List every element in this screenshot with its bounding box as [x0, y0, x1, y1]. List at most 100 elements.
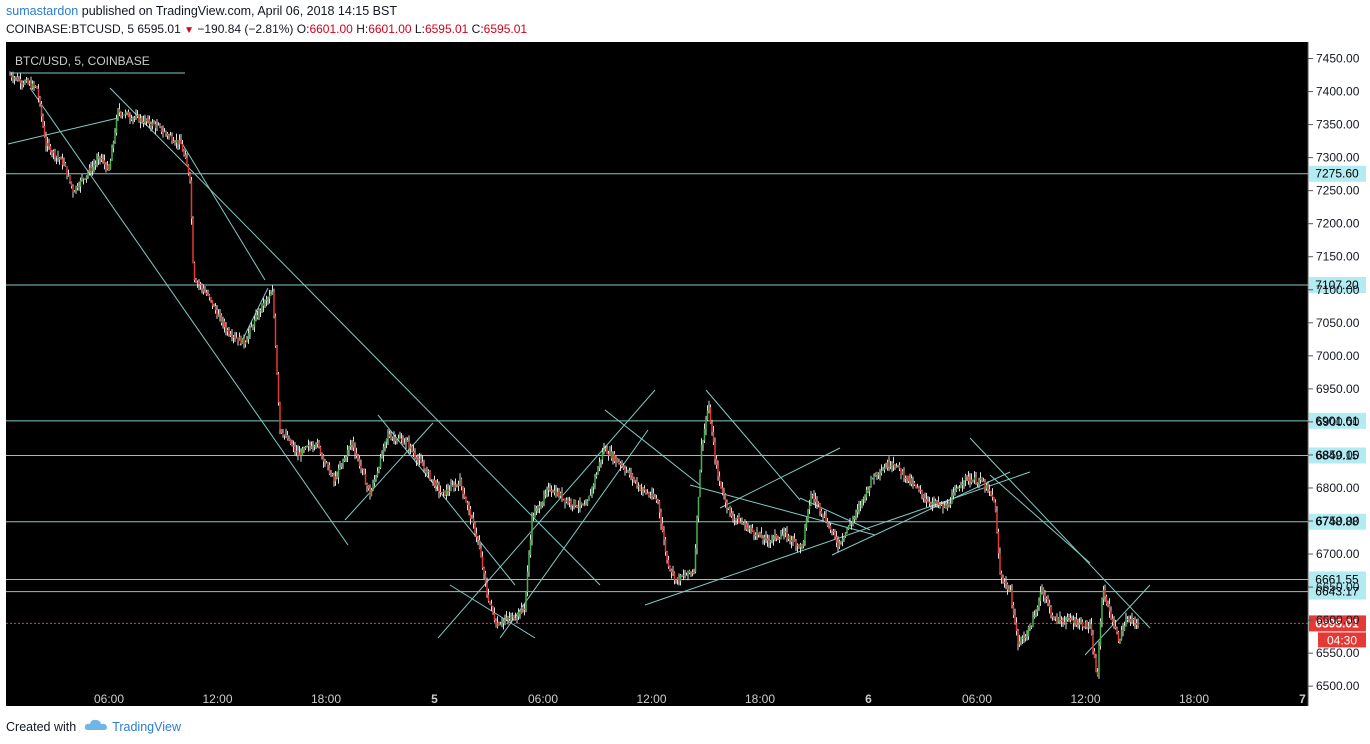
candle-body: [70, 181, 73, 187]
open-value: 6601.00: [309, 22, 353, 36]
candle-body: [25, 79, 28, 82]
candle-body: [451, 485, 454, 487]
trendline[interactable]: [7, 117, 119, 145]
candle-body: [954, 490, 956, 493]
candle-body: [541, 502, 544, 506]
trendline[interactable]: [969, 437, 1151, 629]
candle-body: [960, 485, 962, 488]
candle-body: [366, 484, 368, 486]
candle-body: [522, 607, 524, 609]
candle-body: [952, 492, 955, 496]
candle-body: [1107, 603, 1109, 605]
trendline[interactable]: [705, 389, 801, 501]
candle-body: [723, 492, 725, 495]
candle-body: [280, 429, 283, 433]
trendline[interactable]: [1084, 584, 1151, 656]
candle-body: [636, 481, 638, 487]
candle-body: [18, 79, 20, 81]
candle-body: [967, 476, 970, 482]
chart-legend: BTC/USD, 5, COINBASE: [15, 54, 150, 68]
trendline[interactable]: [437, 389, 656, 639]
candle-body: [693, 571, 695, 573]
candle-body: [576, 506, 578, 508]
candle-body: [961, 483, 964, 486]
candle-body: [717, 465, 719, 477]
candle-body: [679, 575, 682, 582]
candle-body: [669, 566, 671, 570]
candle-body: [192, 218, 194, 263]
candle-body: [658, 500, 661, 513]
candle-body: [138, 115, 140, 122]
candle-body: [1087, 626, 1090, 628]
trendline[interactable]: [344, 422, 434, 521]
level-price-tag: [1309, 571, 1366, 588]
candle-body: [150, 124, 152, 126]
candle-body: [597, 468, 599, 475]
candle-body: [838, 541, 841, 547]
candle-body: [244, 342, 247, 345]
candle-body: [1003, 581, 1006, 583]
candle-body: [348, 447, 350, 451]
candle-body: [318, 442, 320, 447]
candle-body: [175, 139, 178, 143]
trendline[interactable]: [604, 409, 701, 486]
candle-body: [313, 446, 316, 448]
trendline[interactable]: [377, 414, 516, 586]
candle-body: [730, 512, 733, 517]
candle-body: [132, 117, 134, 120]
candle-body: [1005, 582, 1007, 584]
candle-body: [136, 115, 139, 117]
candle-body: [463, 493, 466, 498]
y-tick-label: 6650.00: [1316, 580, 1360, 594]
x-tick-label: 7: [1299, 692, 1306, 706]
candle-body: [304, 446, 307, 449]
candle-body: [1096, 671, 1099, 676]
author-link[interactable]: sumastardon: [6, 4, 79, 18]
x-tick-label: 12:00: [202, 692, 232, 706]
price-chart[interactable]: 7275.60 7107.20 6901.61 6849.15 6748.88 6661.…: [0, 40, 1370, 712]
candle-body: [438, 485, 440, 492]
candle-body: [159, 125, 161, 127]
trendline[interactable]: [719, 447, 841, 509]
candle-body: [1077, 624, 1079, 626]
candle-body: [286, 435, 289, 440]
candle-body: [424, 468, 427, 474]
x-tick-label: 06:00: [528, 692, 558, 706]
candle-body: [315, 444, 317, 447]
candle-body: [879, 473, 881, 475]
candle-body: [309, 444, 311, 447]
candle-body: [432, 479, 434, 481]
candle-body: [484, 573, 487, 584]
level-price-label: 7107.20: [1315, 278, 1359, 292]
tradingview-brand[interactable]: TradingView: [112, 719, 181, 734]
candle-body: [978, 480, 980, 484]
candle-body: [58, 157, 61, 160]
candle-body: [198, 282, 200, 285]
candle-body: [1006, 583, 1009, 590]
candle-body: [51, 152, 53, 154]
trendline[interactable]: [689, 484, 876, 536]
candle-body: [1069, 617, 1072, 620]
candle-body: [594, 476, 596, 485]
candle-body: [117, 109, 119, 119]
candle-body: [330, 474, 332, 476]
trendline[interactable]: [831, 471, 1011, 556]
trendline[interactable]: [29, 87, 349, 546]
candle-body: [237, 337, 239, 341]
candle-body: [751, 527, 754, 532]
candle-body: [160, 126, 163, 132]
trendline[interactable]: [109, 87, 601, 586]
candle-body: [684, 575, 686, 577]
candle-body: [126, 112, 128, 114]
candle-body: [825, 515, 827, 522]
candle-body: [183, 151, 185, 155]
candle-body: [547, 487, 550, 491]
candle-body: [846, 529, 848, 533]
candle-body: [79, 179, 82, 187]
candle-body: [904, 478, 907, 480]
candle-body: [1126, 618, 1129, 620]
trendline[interactable]: [989, 474, 1091, 564]
candle-body: [1131, 618, 1133, 622]
candle-body: [694, 548, 697, 572]
trendline[interactable]: [179, 139, 266, 281]
